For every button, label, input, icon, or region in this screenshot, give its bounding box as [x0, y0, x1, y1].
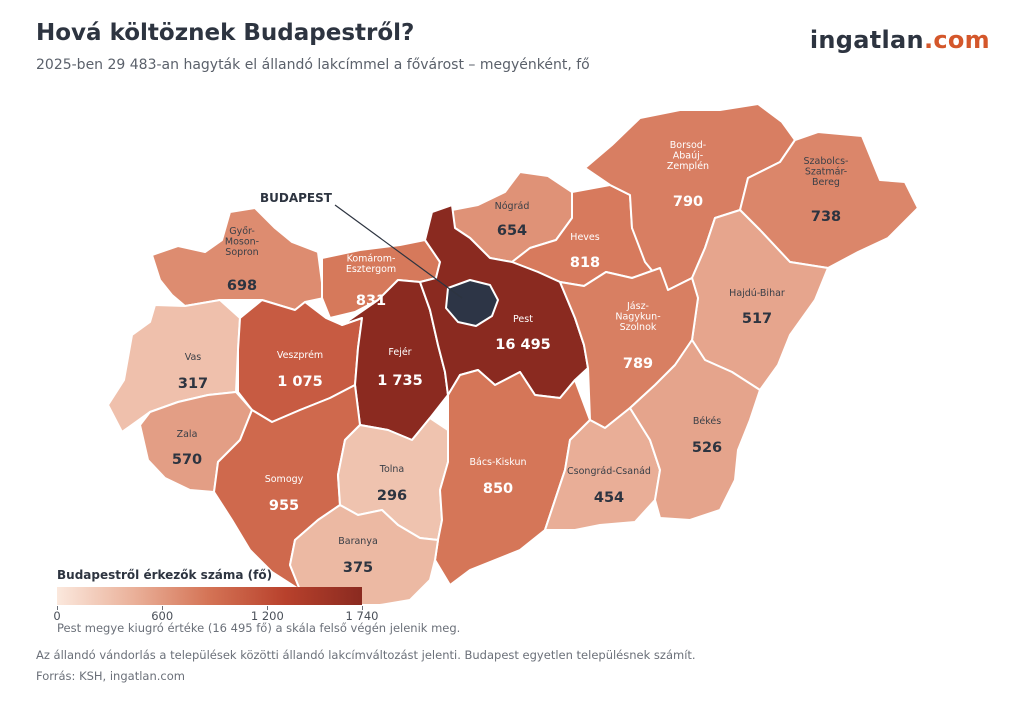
- county-name-gyor: Sopron: [225, 247, 258, 258]
- budapest-callout: BUDAPEST: [260, 191, 463, 299]
- legend-color-scale: [57, 587, 362, 605]
- page-subtitle: 2025-ben 29 483-an hagyták el állandó la…: [36, 57, 590, 73]
- county-fejer[interactable]: [341, 279, 449, 441]
- county-bekes[interactable]: [629, 339, 761, 521]
- county-name-gyor: Győr-: [229, 226, 255, 237]
- county-name-jasz: Szolnok: [620, 322, 657, 333]
- county-name-szabolcs: Bereg: [812, 177, 840, 188]
- county-name-jasz: Nagykun-: [615, 312, 660, 323]
- ingatlan-logo: ingatlan.com: [810, 26, 990, 54]
- county-value-heves: 818: [570, 255, 600, 271]
- legend-tick-label: 1 740: [345, 609, 379, 623]
- county-budapest[interactable]: [445, 279, 499, 327]
- legend-tick-mark: [361, 606, 363, 610]
- county-value-somogy: 955: [269, 498, 299, 514]
- logo-main: ingatlan: [809, 26, 924, 54]
- budapest-label: BUDAPEST: [260, 191, 333, 205]
- county-name-szabolcs: Szabolcs-: [804, 156, 849, 167]
- county-shapes: [107, 103, 919, 606]
- footnote: Az állandó vándorlás a települések közöt…: [36, 648, 696, 662]
- legend-tick-label: 0: [53, 609, 61, 623]
- county-name-veszprem: Veszprém: [277, 350, 323, 361]
- county-name-vas: Vas: [185, 352, 202, 363]
- legend-tick-mark: [56, 606, 58, 610]
- county-value-borsod: 790: [673, 194, 703, 210]
- legend-tick-label: 1 200: [250, 609, 284, 623]
- county-value-zala: 570: [172, 452, 202, 468]
- county-name-heves: Heves: [570, 232, 599, 243]
- county-gyor[interactable]: [151, 207, 325, 311]
- county-value-nograd: 654: [497, 223, 527, 239]
- county-value-bekes: 526: [692, 440, 722, 456]
- county-name-nograd: Nógrád: [495, 201, 530, 212]
- county-labels: Győr-Moson-Sopron 698 Komárom-Esztergom 831…: [172, 140, 849, 576]
- county-name-borsod: Borsod-: [670, 140, 706, 151]
- logo-suffix: .com: [923, 26, 990, 54]
- county-value-bacs: 850: [483, 481, 513, 497]
- county-name-fejer: Fejér: [388, 347, 411, 358]
- county-name-komarom: Esztergom: [346, 264, 396, 275]
- county-value-fejer: 1 735: [377, 373, 422, 389]
- legend-tick-mark: [266, 606, 268, 610]
- county-name-tolna: Tolna: [379, 464, 404, 475]
- source-note: Forrás: KSH, ingatlan.com: [36, 669, 185, 683]
- county-value-pest: 16 495: [495, 337, 551, 353]
- county-name-gyor: Moson-: [225, 237, 259, 248]
- legend-tick-mark: [161, 606, 163, 610]
- county-name-zala: Zala: [177, 429, 198, 440]
- county-name-pest: Pest: [513, 314, 533, 325]
- county-name-komarom: Komárom-: [347, 254, 396, 265]
- county-value-gyor: 698: [227, 278, 257, 294]
- county-name-borsod: Zemplén: [667, 161, 709, 172]
- county-value-baranya: 375: [343, 560, 373, 576]
- county-name-hajdu: Hajdú-Bihar: [729, 288, 785, 299]
- page-title: Hová költöznek Budapestről?: [36, 20, 415, 46]
- county-name-szabolcs: Szatmár-: [805, 167, 847, 178]
- county-name-somogy: Somogy: [265, 474, 304, 485]
- county-name-bacs: Bács-Kiskun: [469, 457, 526, 468]
- county-value-veszprem: 1 075: [277, 374, 322, 390]
- county-name-borsod: Abaúj-: [673, 151, 703, 162]
- county-value-komarom: 831: [356, 293, 386, 309]
- county-value-tolna: 296: [377, 488, 407, 504]
- county-csongrad[interactable]: [544, 407, 661, 531]
- budapest-leader-line: [334, 204, 463, 299]
- county-name-csongrad: Csongrád-Csanád: [567, 466, 651, 477]
- legend-note: Pest megye kiugró értéke (16 495 fő) a s…: [57, 621, 461, 635]
- legend-tick-label: 600: [151, 609, 174, 623]
- county-value-vas: 317: [178, 376, 208, 392]
- county-name-bekes: Békés: [693, 416, 721, 427]
- county-value-szabolcs: 738: [811, 209, 841, 225]
- county-value-csongrad: 454: [594, 490, 624, 506]
- county-value-jasz: 789: [623, 356, 653, 372]
- county-szabolcs[interactable]: [739, 131, 919, 269]
- county-name-baranya: Baranya: [338, 536, 378, 547]
- legend-title: Budapestről érkezők száma (fő): [57, 568, 273, 582]
- county-value-hajdu: 517: [742, 311, 772, 327]
- county-name-jasz: Jász-: [626, 301, 649, 312]
- county-baranya[interactable]: [289, 504, 439, 606]
